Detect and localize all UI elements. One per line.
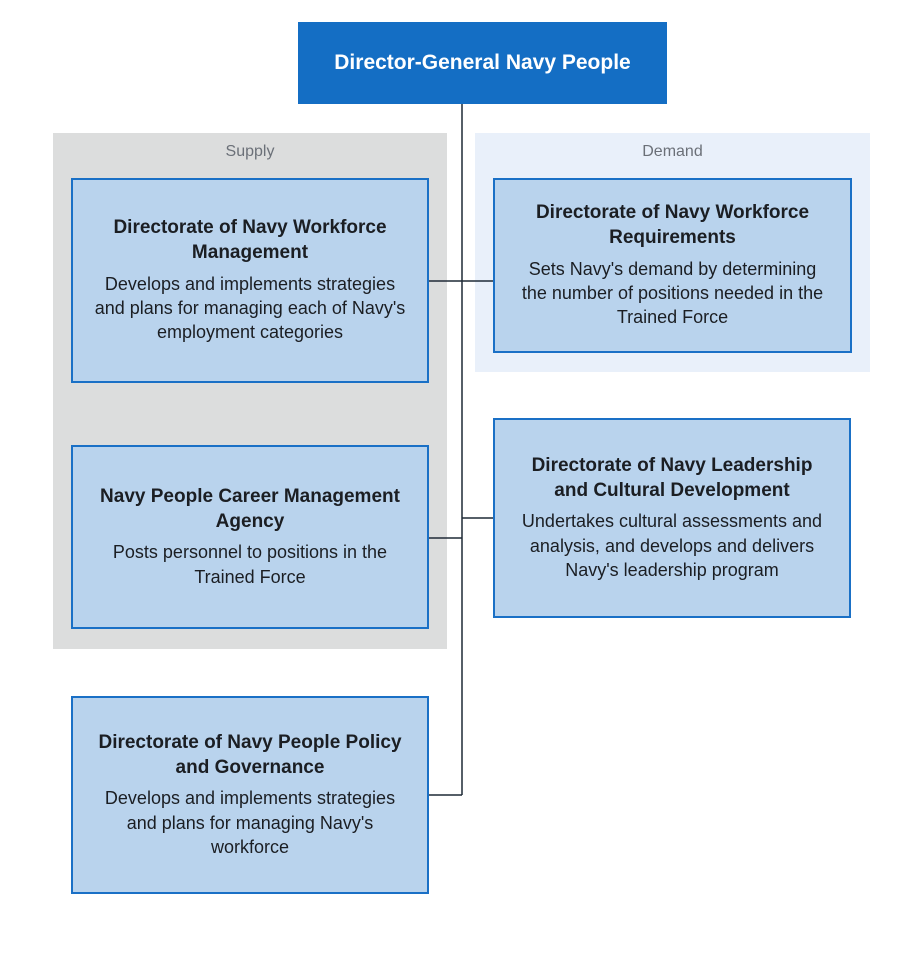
node-title: Directorate of Navy People Policy and Go… <box>93 731 407 780</box>
node-workforce-req: Directorate of Navy Workforce Requiremen… <box>493 178 852 353</box>
node-title: Directorate of Navy Leadership and Cultu… <box>515 454 829 503</box>
node-title: Directorate of Navy Workforce Requiremen… <box>515 201 830 250</box>
node-policy-governance: Directorate of Navy People Policy and Go… <box>71 696 429 894</box>
node-title: Navy People Career Management Agency <box>93 485 407 534</box>
root-node: Director-General Navy People <box>298 22 667 104</box>
node-career-agency: Navy People Career Management Agency Post… <box>71 445 429 629</box>
group-label-demand: Demand <box>475 143 870 161</box>
node-workforce-mgmt: Directorate of Navy Workforce Management… <box>71 178 429 383</box>
group-label-supply: Supply <box>53 143 447 161</box>
node-body: Posts personnel to positions in the Trai… <box>93 540 407 589</box>
node-body: Develops and implements strategies and p… <box>93 786 407 859</box>
node-leadership-cultural: Directorate of Navy Leadership and Cultu… <box>493 418 851 618</box>
node-body: Undertakes cultural assessments and anal… <box>515 509 829 582</box>
root-title: Director-General Navy People <box>334 51 630 75</box>
node-title: Directorate of Navy Workforce Management <box>93 216 407 265</box>
node-body: Sets Navy's demand by determining the nu… <box>515 257 830 330</box>
node-body: Develops and implements strategies and p… <box>93 272 407 345</box>
